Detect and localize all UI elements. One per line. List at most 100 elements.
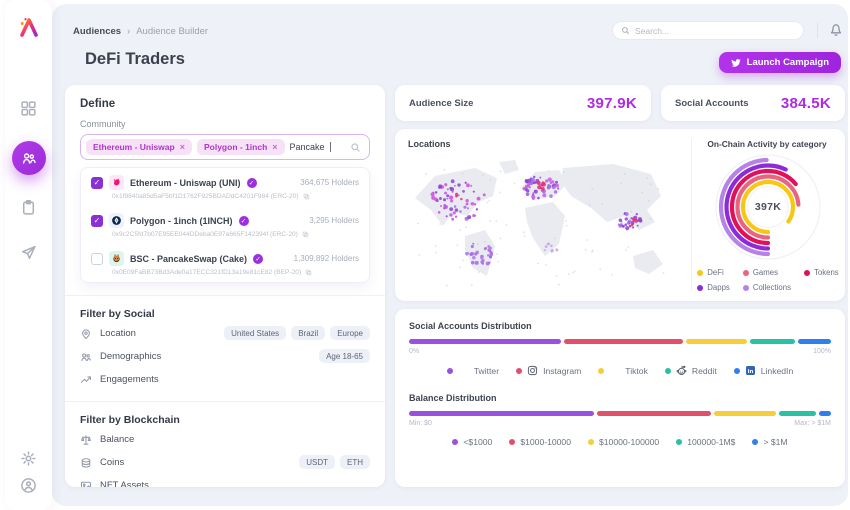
filter-badge[interactable]: USDT xyxy=(299,455,335,469)
gear-icon[interactable] xyxy=(20,450,37,467)
legend-item-tiktok: Tiktok xyxy=(598,365,648,376)
filter-blockchain-heading: Filter by Blockchain xyxy=(80,414,180,426)
legend-dot xyxy=(664,367,671,374)
linkedin-icon: in xyxy=(745,365,756,376)
filter-row-nft-assets[interactable]: NFT Assets xyxy=(80,475,370,487)
community-result-row[interactable]: ✓ Ethereum - Uniswap (UNI) ✓ 364,675 Holder… xyxy=(81,168,369,206)
launch-campaign-button[interactable]: Launch Campaign xyxy=(718,52,841,73)
legend-item--10000-100000: $10000-100000 xyxy=(587,437,659,447)
filter-badge[interactable]: Brazil xyxy=(291,326,326,340)
token-address-text: 0x9c2C5fd7b07E95EE044DDeba0E97a665F14239… xyxy=(112,231,298,238)
onchain-legend-item-dapps: Dapps xyxy=(697,283,730,292)
locations-title: Locations xyxy=(408,139,451,149)
user-icon[interactable] xyxy=(20,477,37,494)
app-logo-icon[interactable] xyxy=(16,14,42,40)
svg-text:in: in xyxy=(747,369,753,375)
filter-badge[interactable]: Age 18-65 xyxy=(319,349,370,363)
oneinch-token-icon xyxy=(109,213,124,228)
filter-social-heading: Filter by Social xyxy=(80,308,155,320)
search-icon xyxy=(622,27,630,35)
social-accounts-card: Social Accounts 384.5K xyxy=(661,85,845,121)
breadcrumb-audiences[interactable]: Audiences xyxy=(73,26,122,37)
clipboard-icon[interactable] xyxy=(20,199,37,216)
onchain-activity-title: On-Chain Activity by category xyxy=(707,139,827,149)
scale-min: 0% xyxy=(409,348,420,355)
distributions-panel: Social Accounts Distribution 0% 100% Twi… xyxy=(395,309,845,487)
legend-label: Collections xyxy=(752,283,791,292)
tiktok-icon xyxy=(609,365,620,376)
filter-badge[interactable]: ETH xyxy=(340,455,370,469)
filter-label: Balance xyxy=(100,433,135,445)
send-icon[interactable] xyxy=(20,244,37,261)
legend-label: LinkedIn xyxy=(760,365,794,376)
community-tag[interactable]: Polygon - 1inch × xyxy=(196,139,285,155)
filter-label: Demographics xyxy=(100,350,162,362)
token-name: Ethereum - Uniswap (UNI) xyxy=(130,177,241,188)
filter-row-engagements[interactable]: Engagements xyxy=(80,369,370,389)
checkbox-unchecked[interactable] xyxy=(91,252,103,265)
filter-row-demographics[interactable]: Demographics Age 18-65 xyxy=(80,346,370,366)
uniswap-token-icon xyxy=(109,175,124,190)
social-distribution-bar xyxy=(409,339,831,344)
copy-icon[interactable] xyxy=(303,193,310,200)
legend-dot xyxy=(733,367,740,374)
legend-dot xyxy=(752,439,759,445)
legend-dot xyxy=(446,367,453,374)
legend-dot xyxy=(509,439,516,445)
onchain-legend: DeFi Games Tokens Dapps Collections xyxy=(695,268,841,292)
result-main-line: ✓ Polygon - 1inch (1INCH) ✓ 3,295 Holders xyxy=(91,213,359,228)
copy-icon[interactable] xyxy=(305,269,312,276)
pancakeswap-token-icon xyxy=(109,251,124,266)
onchain-activity-chart: 397K xyxy=(714,153,822,261)
filter-row-location[interactable]: Location United States Brazil Europe xyxy=(80,323,370,343)
token-address: 0x1f9840a85d5aF5bf1D1762F925BDADdC4201F9… xyxy=(112,193,359,200)
topbar-divider xyxy=(817,23,818,38)
define-panel: Define Community Ethereum - Uniswap × Poly… xyxy=(65,85,385,487)
community-label: Community xyxy=(80,119,126,129)
notifications-bell-icon[interactable] xyxy=(828,21,844,37)
filter-badges: United States Brazil Europe xyxy=(224,326,370,340)
remove-tag-icon[interactable]: × xyxy=(272,141,278,152)
legend-label: <$1000 xyxy=(463,437,493,447)
search-input[interactable] xyxy=(635,25,795,36)
community-result-row[interactable]: ✓ Polygon - 1inch (1INCH) ✓ 3,295 Holders 0x… xyxy=(81,206,369,244)
checkbox-checked[interactable]: ✓ xyxy=(91,176,103,189)
scale-max: Max: > $1M xyxy=(794,420,831,427)
social-accounts-value: 384.5K xyxy=(780,94,831,112)
audience-icon[interactable] xyxy=(11,141,46,175)
legend-label: Dapps xyxy=(707,283,730,292)
trend-icon xyxy=(80,373,92,385)
world-map xyxy=(415,160,665,287)
filter-badge[interactable]: United States xyxy=(224,326,287,340)
page-title: DeFi Traders xyxy=(85,50,185,68)
grid-icon[interactable] xyxy=(20,100,37,117)
community-tag[interactable]: Ethereum - Uniswap × xyxy=(86,139,192,155)
instagram-icon xyxy=(527,365,538,376)
global-search[interactable] xyxy=(612,21,804,40)
balance_distribution-segment--1m xyxy=(818,411,831,416)
holders-count: 1,309,892 Holders xyxy=(293,254,359,263)
legend-label: 100000-1M$ xyxy=(687,437,736,447)
filter-badges: Age 18-65 xyxy=(319,349,370,363)
legend-label: Games xyxy=(752,268,778,277)
holders-count: 3,295 Holders xyxy=(309,216,359,225)
checkbox-checked[interactable]: ✓ xyxy=(91,214,103,227)
legend-label: Instagram xyxy=(543,365,582,376)
token-address-text: 0x1f9840a85d5aF5bf1D1762F925BDADdC4201F9… xyxy=(112,193,299,200)
community-result-row[interactable]: BSC - PancakeSwap (Cake) ✓ 1,309,892 Holde… xyxy=(81,244,369,282)
breadcrumb-audience-builder: Audience Builder xyxy=(136,26,209,37)
scale-min: Min: $0 xyxy=(409,420,432,427)
social-distribution-scale: 0% 100% xyxy=(409,348,831,355)
legend-dot xyxy=(697,269,704,276)
filter-badge[interactable]: Europe xyxy=(330,326,370,340)
copy-icon[interactable] xyxy=(302,231,309,238)
filter-row-balance[interactable]: Balance xyxy=(80,429,370,449)
onchain-total-value: 397K xyxy=(754,201,782,213)
community-search-input[interactable]: Ethereum - Uniswap × Polygon - 1inch × Panc… xyxy=(80,134,370,160)
onchain-legend-item-games: Games xyxy=(742,268,791,277)
remove-tag-icon[interactable]: × xyxy=(179,141,185,152)
filter-row-coins[interactable]: Coins USDT ETH xyxy=(80,452,370,472)
onchain-legend-item-tokens: Tokens xyxy=(803,268,839,277)
